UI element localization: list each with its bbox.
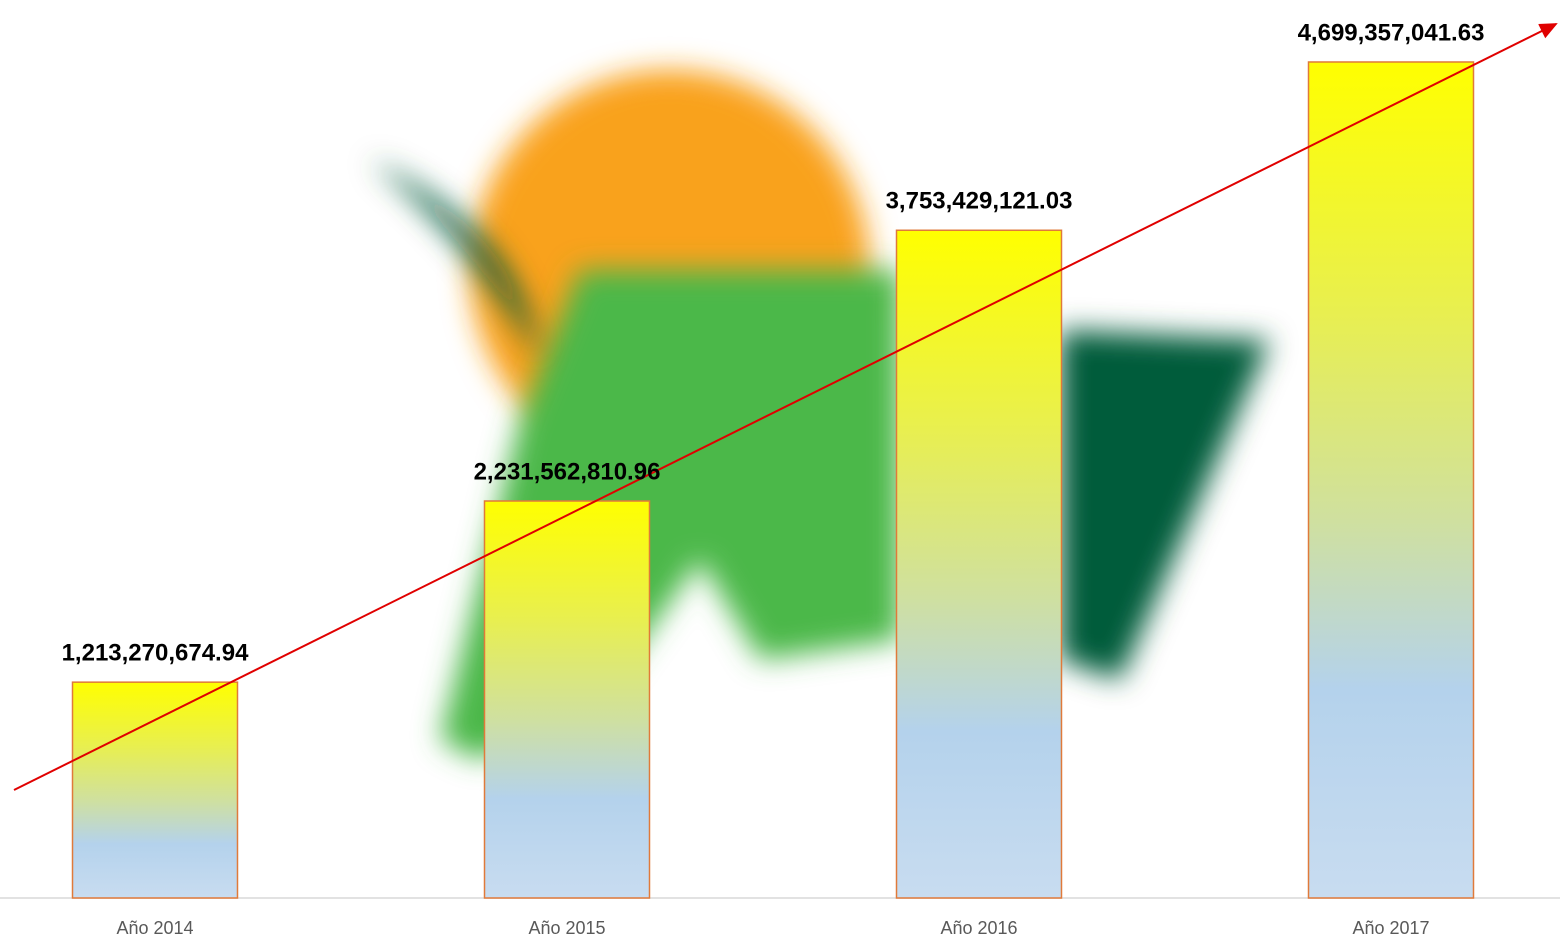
data-label: 4,699,357,041.63	[1298, 19, 1485, 46]
x-tick-label: Año 2014	[116, 918, 193, 938]
bar	[73, 682, 238, 898]
bar	[485, 501, 650, 898]
x-tick-label: Año 2016	[940, 918, 1017, 938]
data-label: 1,213,270,674.94	[62, 640, 249, 667]
bar	[1309, 62, 1474, 898]
page: Año 2014 1,213,270,674.94 Año 2015 2,231,56…	[0, 0, 1560, 939]
x-tick-label: Año 2017	[1352, 918, 1429, 938]
data-label: 2,231,562,810.96	[474, 458, 661, 485]
chart: Año 2014 1,213,270,674.94 Año 2015 2,231,56…	[0, 0, 1560, 939]
bar	[897, 230, 1062, 898]
data-label: 3,753,429,121.03	[886, 188, 1073, 215]
x-tick-label: Año 2015	[528, 918, 605, 938]
